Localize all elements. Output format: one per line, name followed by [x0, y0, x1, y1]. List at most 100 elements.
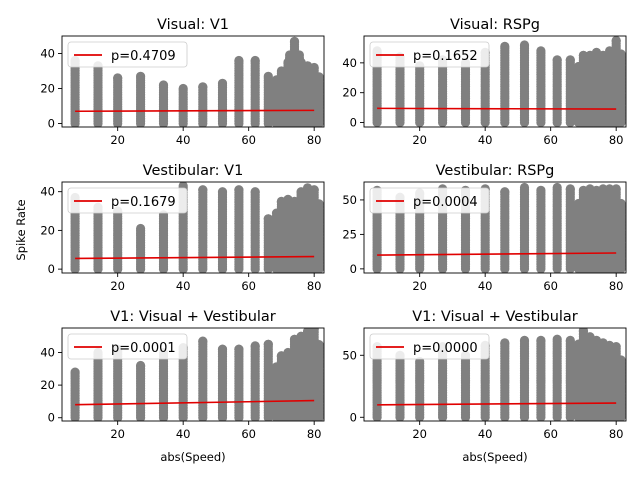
data-point: [198, 82, 208, 92]
y-tick-label: 50: [342, 193, 357, 207]
data-column: [500, 187, 510, 273]
data-column: [113, 73, 123, 127]
panels: Visual: V1 20 40 60 80 0 20 40 p=0.4709 Visual: R…: [40, 17, 627, 441]
data-point: [250, 55, 260, 66]
data-column: [552, 55, 562, 127]
axes-frame: [363, 35, 627, 128]
data-column: [536, 185, 546, 273]
x-axis-label-right: abs(Speed): [462, 450, 527, 464]
data-column: [198, 336, 208, 421]
x-tick-label: 20: [412, 133, 427, 147]
data-column: [565, 55, 575, 127]
data-point: [70, 367, 80, 377]
data-column: [234, 185, 244, 273]
data-column: [552, 182, 562, 273]
data-points: [70, 328, 324, 421]
data-column: [606, 36, 626, 127]
y-axis-label: Spike Rate: [14, 199, 28, 260]
data-point: [263, 339, 273, 349]
data-column: [217, 187, 228, 273]
data-column: [217, 344, 228, 421]
data-column: [536, 46, 546, 127]
y-tick-label: 20: [40, 82, 55, 96]
y-tick-label: 0: [48, 262, 55, 276]
data-point: [616, 198, 626, 209]
panel-title: V1: Visual + Vestibular: [110, 309, 276, 325]
data-column: [460, 58, 471, 127]
x-tick-label: 40: [176, 279, 191, 293]
data-column: [565, 184, 575, 273]
axes-frame: [61, 181, 325, 274]
x-tick-label: 20: [412, 279, 427, 293]
x-tick-label: 80: [609, 133, 624, 147]
data-point: [519, 40, 530, 50]
data-column: [93, 61, 103, 127]
data-point: [611, 36, 621, 46]
data-column: [198, 185, 208, 273]
data-points: [372, 182, 626, 273]
data-point: [309, 185, 319, 195]
data-point: [217, 187, 228, 197]
x-tick-label: 40: [176, 133, 191, 147]
data-point: [198, 336, 208, 346]
data-column: [178, 83, 188, 127]
x-tick-label: 60: [543, 279, 558, 293]
y-tick-label: 20: [40, 223, 55, 237]
x-tick-label: 80: [307, 279, 322, 293]
legend-box: [67, 187, 188, 214]
data-point: [136, 360, 146, 371]
data-points: [70, 36, 324, 127]
data-point: [113, 73, 123, 83]
data-column: [250, 187, 260, 273]
y-tick-label: 40: [40, 47, 55, 61]
legend: p=0.0004: [369, 187, 490, 214]
data-point: [616, 49, 626, 59]
data-point: [500, 187, 510, 197]
fit-line: [75, 109, 315, 113]
data-column: [198, 82, 208, 127]
data-point: [198, 185, 208, 195]
data-column: [415, 61, 425, 127]
legend-box: [369, 187, 490, 214]
data-point: [611, 184, 621, 194]
panel-title: Vestibular: V1: [143, 163, 244, 179]
data-point: [234, 185, 244, 195]
data-point: [314, 72, 324, 82]
data-column: [372, 46, 382, 127]
x-axis-label-left: abs(Speed): [160, 450, 225, 464]
data-point: [263, 214, 273, 224]
data-point: [500, 41, 510, 52]
legend-label: p=0.4709: [111, 49, 176, 64]
data-point: [158, 80, 169, 90]
data-column: [217, 78, 228, 127]
panel-title: Visual: RSPg: [450, 17, 540, 33]
x-tick-label: 60: [543, 133, 558, 147]
data-point: [263, 71, 273, 81]
y-tick-label: 0: [350, 262, 357, 276]
data-column: [158, 210, 169, 273]
data-point: [234, 344, 244, 354]
y-tick-label: 0: [350, 116, 357, 130]
data-column: [263, 71, 273, 127]
data-column: [234, 55, 244, 127]
data-point: [217, 344, 228, 354]
data-column: [519, 40, 530, 127]
data-column: [519, 182, 530, 273]
fit-line: [377, 107, 617, 110]
data-point: [289, 36, 300, 46]
fit-line: [75, 255, 315, 260]
data-point: [565, 55, 575, 65]
data-column: [158, 80, 169, 127]
data-column: [250, 55, 260, 127]
panel-title: Visual: V1: [157, 17, 229, 33]
data-point: [294, 50, 304, 60]
x-tick-label: 20: [110, 279, 125, 293]
data-column: [234, 344, 244, 421]
y-tick-label: 25: [342, 227, 357, 241]
legend-label: p=0.0004: [413, 195, 478, 210]
data-point: [552, 55, 562, 65]
x-tick-label: 80: [307, 133, 322, 147]
